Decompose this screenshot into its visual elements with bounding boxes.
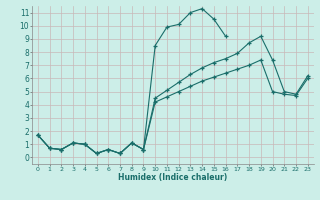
X-axis label: Humidex (Indice chaleur): Humidex (Indice chaleur) (118, 173, 228, 182)
